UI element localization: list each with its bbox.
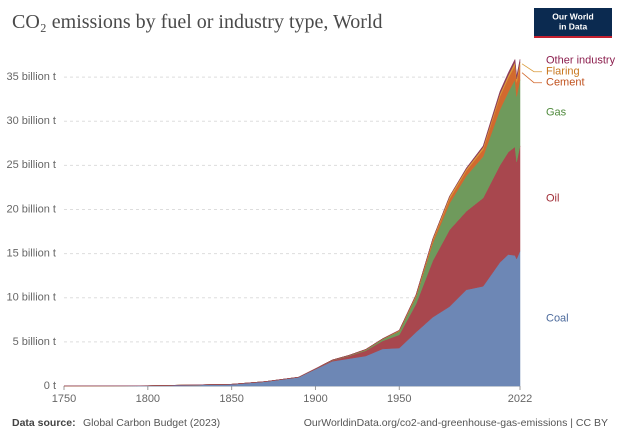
logo-text: in Data xyxy=(559,21,588,31)
chart-title: CO₂ emissions by fuel or industry type, … xyxy=(12,11,383,33)
x-tick-label: 1950 xyxy=(387,393,411,405)
x-tick-label: 1750 xyxy=(52,393,76,405)
x-tick-label: 1900 xyxy=(303,393,327,405)
y-tick-label: 20 billion t xyxy=(6,203,56,215)
leader-line xyxy=(521,63,542,73)
logo-stripe xyxy=(534,36,612,38)
y-tick-label: 25 billion t xyxy=(6,159,56,171)
x-tick-label: 2022 xyxy=(508,393,532,405)
legend-label: Cement xyxy=(546,77,585,89)
y-tick-label: 30 billion t xyxy=(6,115,56,127)
y-tick-label: 35 billion t xyxy=(6,71,56,83)
y-tick-label: 10 billion t xyxy=(6,292,56,304)
logo xyxy=(534,8,612,38)
legend-label: Oil xyxy=(546,192,559,204)
area xyxy=(63,58,521,387)
leader-line xyxy=(521,72,542,84)
x-tick-label: 1850 xyxy=(219,393,243,405)
legend-label: Gas xyxy=(546,107,567,119)
y-tick-label: 0 t xyxy=(44,380,56,392)
legend-label: Flaring xyxy=(546,66,580,78)
legend-label: Coal xyxy=(546,312,569,324)
logo-text: Our World xyxy=(552,11,593,21)
source-label: Data source: xyxy=(12,417,76,429)
source: Global Carbon Budget (2023) xyxy=(83,417,220,429)
x-tick-label: 1800 xyxy=(136,393,160,405)
y-tick-label: 15 billion t xyxy=(6,248,56,260)
y-tick-label: 5 billion t xyxy=(13,336,56,348)
legend-label: Other industry xyxy=(546,55,616,67)
url: OurWorldinData.org/co2-and-greenhouse-ga… xyxy=(304,417,608,429)
